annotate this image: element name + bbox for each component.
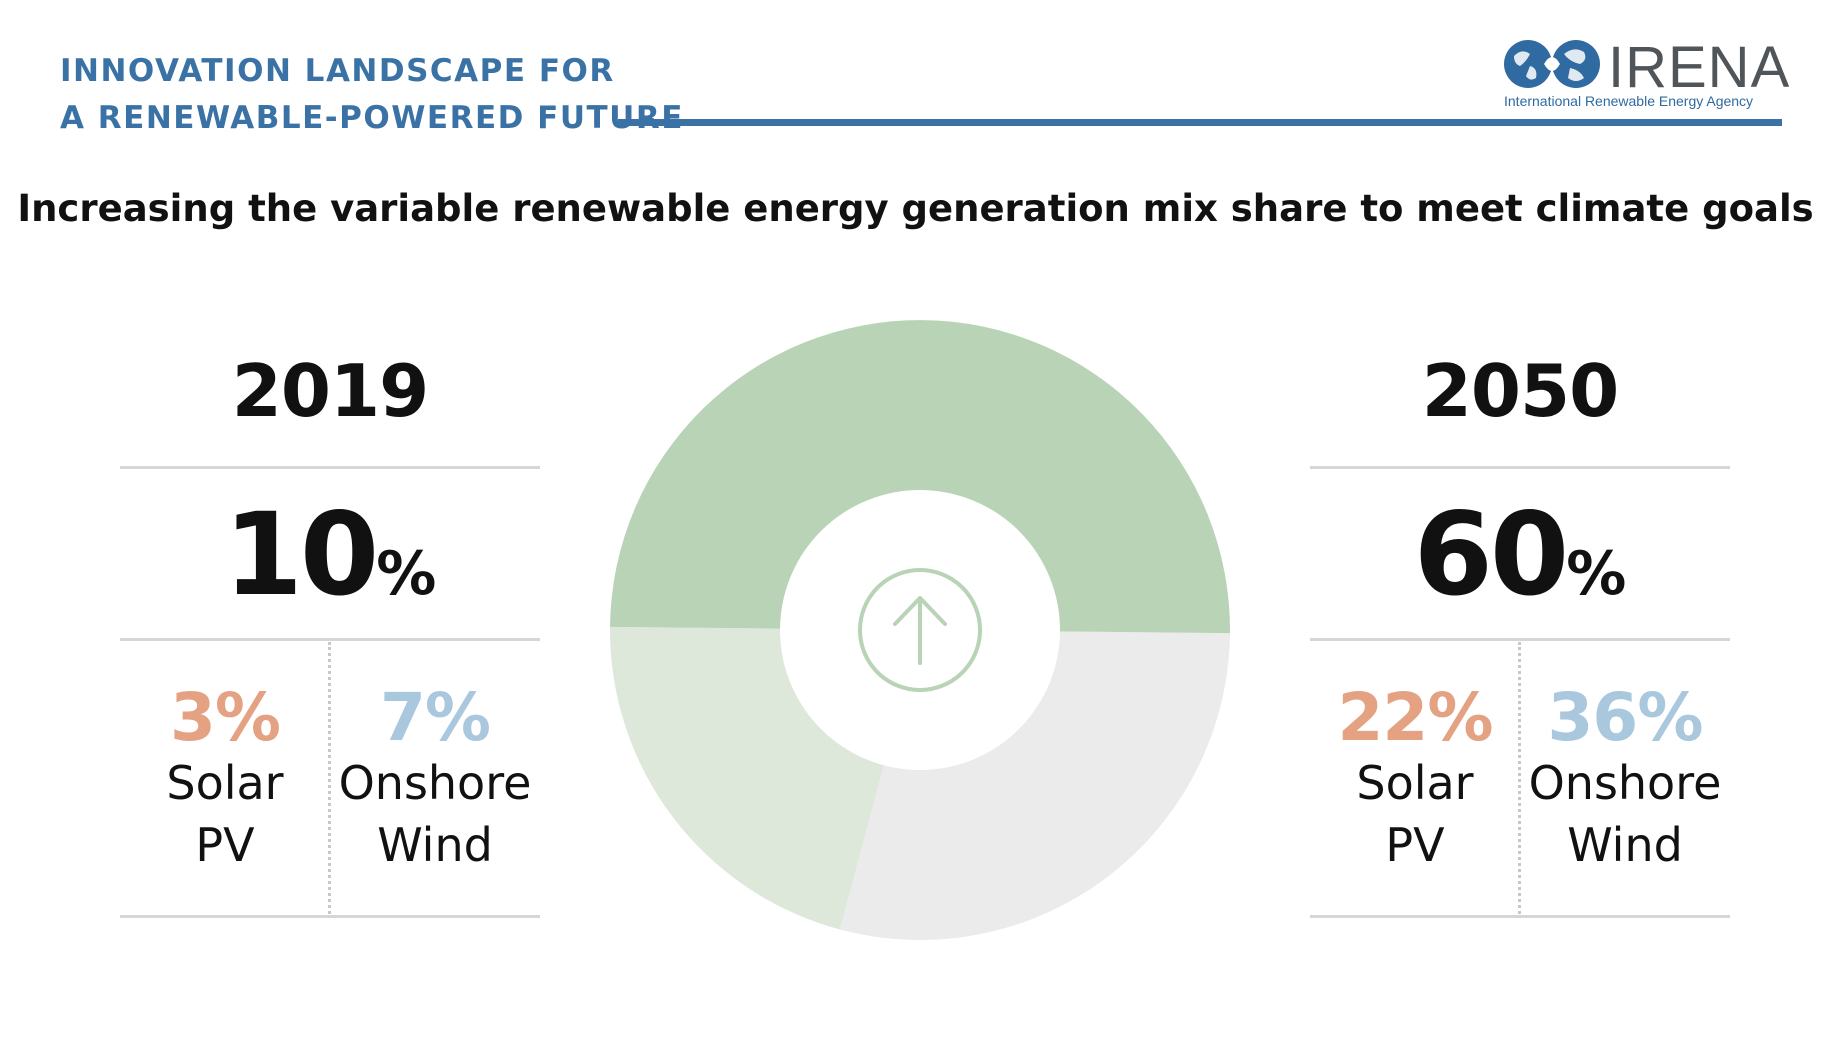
irena-logo: IRENA International Renewable Energy Age…	[1500, 36, 1789, 116]
wind-label-line-1: Onshore	[1528, 756, 1722, 810]
dotted-divider	[1518, 642, 1521, 914]
donut-slices	[610, 320, 1230, 940]
percent-sign: %	[1566, 539, 1627, 609]
donut-slice-remainder	[839, 631, 1230, 940]
wind-label-line-2: Wind	[1567, 818, 1683, 872]
donut-slice-2050	[610, 320, 1230, 634]
header-rule	[618, 119, 1782, 126]
chart-title: Increasing the variable renewable energy…	[17, 187, 1814, 230]
onshore-wind-label: Onshore Wind	[1520, 752, 1730, 876]
total-value-2019: 10	[223, 488, 380, 621]
header-title-line-2: A RENEWABLE-POWERED FUTURE	[60, 100, 684, 136]
wind-label-line-1: Onshore	[338, 756, 532, 810]
header-title: INNOVATION LANDSCAPE FOR A RENEWABLE-POW…	[60, 48, 684, 142]
divider	[1310, 466, 1730, 469]
logo-name: IRENA	[1608, 35, 1791, 100]
divider	[120, 466, 540, 469]
onshore-wind-value-2019: 7%	[379, 679, 491, 756]
share-donut-chart	[610, 320, 1230, 940]
globe-logo-icon	[1504, 40, 1600, 88]
panel-2050: 2050 60% 22% Solar PV 36% Onshore Wind	[1310, 350, 1730, 930]
logo-tagline: International Renewable Energy Agency	[1504, 93, 1754, 109]
solar-pv-2050: 22% Solar PV	[1310, 680, 1520, 876]
solar-label-line-2: PV	[1385, 818, 1445, 872]
solar-pv-value-2019: 3%	[169, 679, 281, 756]
solar-pv-label: Solar PV	[1310, 752, 1520, 876]
divider	[1310, 638, 1730, 641]
onshore-wind-value-2050: 36%	[1547, 679, 1704, 756]
divider	[120, 638, 540, 641]
up-arrow-circle-icon	[858, 568, 982, 692]
percent-sign: %	[376, 539, 437, 609]
dotted-divider	[328, 642, 331, 914]
onshore-wind-label: Onshore Wind	[330, 752, 540, 876]
wind-label-line-2: Wind	[377, 818, 493, 872]
solar-pv-label: Solar PV	[120, 752, 330, 876]
divider	[120, 915, 540, 918]
solar-pv-2019: 3% Solar PV	[120, 680, 330, 876]
total-share-2050: 60%	[1310, 490, 1730, 639]
up-arrow-head	[893, 596, 947, 626]
donut-slice-2019	[610, 626, 884, 930]
year-label-2050: 2050	[1421, 349, 1619, 433]
total-share-2019: 10%	[120, 490, 540, 639]
onshore-wind-2019: 7% Onshore Wind	[330, 680, 540, 876]
total-value-2050: 60	[1413, 488, 1570, 621]
solar-label-line-1: Solar	[1356, 756, 1474, 810]
solar-pv-value-2050: 22%	[1337, 679, 1494, 756]
panel-2019: 2019 10% 3% Solar PV 7% Onshore Wind	[120, 350, 540, 930]
onshore-wind-2050: 36% Onshore Wind	[1520, 680, 1730, 876]
year-label-2019: 2019	[231, 349, 429, 433]
divider	[1310, 915, 1730, 918]
header-title-line-1: INNOVATION LANDSCAPE FOR	[60, 53, 615, 89]
solar-label-line-2: PV	[195, 818, 255, 872]
solar-label-line-1: Solar	[166, 756, 284, 810]
